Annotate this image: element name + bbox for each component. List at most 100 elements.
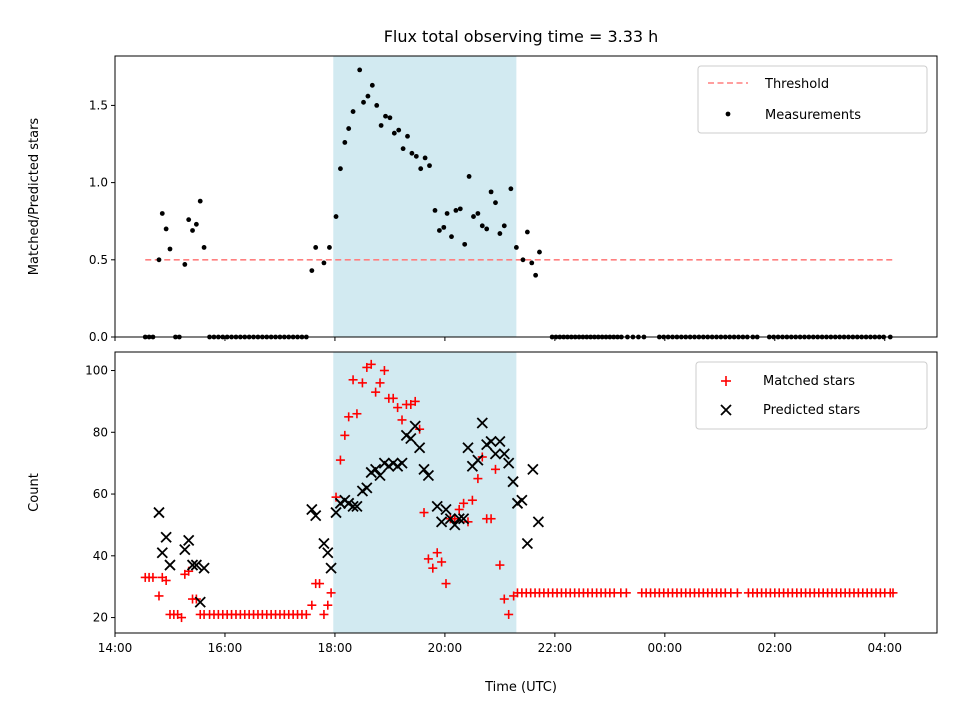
measurement-point xyxy=(350,109,356,114)
predicted-point xyxy=(153,506,165,519)
matched-point xyxy=(335,455,345,465)
measurement-point xyxy=(537,249,542,255)
predicted-point xyxy=(485,435,497,448)
measurement-point xyxy=(497,231,503,236)
top-legend-box xyxy=(697,65,928,134)
measurement-point xyxy=(471,214,476,219)
measurement-point xyxy=(182,262,188,267)
predicted-point xyxy=(498,448,510,460)
bottom-y-axis: 20 40 60 80 100 xyxy=(85,364,115,625)
measurement-point xyxy=(369,82,375,88)
predicted-point xyxy=(374,469,386,482)
x-tick-label: 00:00 xyxy=(648,641,683,655)
measurement-point xyxy=(437,228,442,233)
legend-predicted-swatch xyxy=(720,404,732,416)
matched-point xyxy=(419,508,429,518)
measurement-point xyxy=(400,146,406,152)
measurement-point xyxy=(346,126,352,131)
predicted-point xyxy=(347,500,359,513)
measurement-point xyxy=(365,93,371,99)
measurement-point xyxy=(501,223,507,229)
predicted-stars-series xyxy=(153,417,545,608)
y-tick-label: 40 xyxy=(93,549,108,563)
predicted-point xyxy=(405,432,417,445)
measurement-point xyxy=(338,166,343,172)
y-tick-label: 0.5 xyxy=(89,253,108,267)
bottom-legend-box xyxy=(695,361,928,430)
measurement-point xyxy=(193,221,199,227)
matched-point xyxy=(459,498,469,508)
matched-point xyxy=(154,591,164,601)
measurement-point xyxy=(201,245,207,250)
predicted-point xyxy=(494,435,506,448)
predicted-point xyxy=(453,513,465,525)
matched-point xyxy=(319,609,329,619)
predicted-point xyxy=(457,513,470,525)
matched-point xyxy=(393,403,403,413)
predicted-point xyxy=(330,506,342,519)
predicted-point xyxy=(183,534,195,546)
legend-threshold-label: Threshold xyxy=(764,77,829,92)
matched-point xyxy=(621,588,631,598)
matched-point xyxy=(326,588,336,598)
measurement-point xyxy=(441,224,447,230)
chart-title: Flux total observing time = 3.33 h xyxy=(384,27,659,46)
matched-point xyxy=(467,495,477,505)
predicted-point xyxy=(440,503,452,516)
bottom-legend: Matched stars Predicted stars xyxy=(695,361,928,430)
bottom-y-axis-label: Count xyxy=(27,473,42,512)
matched-point xyxy=(366,359,376,369)
measurement-point xyxy=(357,67,363,73)
matched-point xyxy=(323,600,333,610)
measurement-point xyxy=(422,155,428,161)
measurement-point xyxy=(156,257,162,263)
x-tick-label: 14:00 xyxy=(98,641,133,655)
y-tick-label: 20 xyxy=(93,611,108,625)
legend-measurements-swatch xyxy=(725,111,731,117)
matched-point xyxy=(315,579,325,589)
matched-point xyxy=(379,366,389,376)
matched-point xyxy=(486,514,496,524)
matched-point xyxy=(410,396,420,406)
matched-point xyxy=(437,557,447,567)
matched-point xyxy=(352,409,362,419)
measurement-point xyxy=(449,234,454,240)
measurement-point xyxy=(163,226,169,232)
matched-point xyxy=(301,609,311,619)
predicted-point xyxy=(198,562,210,574)
bottom-x-axis: 14:00 16:00 18:00 20:00 22:00 00:00 02:00 04:00 xyxy=(98,633,902,655)
predicted-point xyxy=(156,547,168,559)
x-axis-label: Time (UTC) xyxy=(484,680,557,695)
matched-point xyxy=(432,548,442,558)
matched-point xyxy=(463,517,473,527)
matched-point xyxy=(340,430,350,440)
y-tick-label: 1.5 xyxy=(89,98,108,112)
y-tick-label: 100 xyxy=(85,364,108,378)
predicted-point xyxy=(409,420,421,432)
matched-point xyxy=(397,415,407,425)
measurement-point xyxy=(475,211,481,216)
predicted-point xyxy=(325,562,337,574)
measurement-point xyxy=(396,127,402,133)
measurement-point xyxy=(387,115,393,121)
legend-measurements-label: Measurements xyxy=(765,108,861,123)
matched-point xyxy=(415,424,425,434)
matched-point xyxy=(375,378,385,388)
predicted-point xyxy=(306,503,318,516)
predicted-point xyxy=(310,510,322,522)
predicted-point xyxy=(422,469,435,482)
matched-point xyxy=(307,600,317,610)
measurement-point xyxy=(457,206,463,212)
predicted-point xyxy=(435,516,448,528)
x-tick-label: 20:00 xyxy=(428,641,463,655)
measurement-point xyxy=(378,123,384,128)
measurement-point xyxy=(520,257,526,263)
measurement-point xyxy=(453,207,459,213)
predicted-point xyxy=(507,476,519,488)
measurement-point xyxy=(313,245,319,250)
predicted-point xyxy=(322,547,334,559)
matched-point xyxy=(371,387,381,397)
x-tick-label: 04:00 xyxy=(867,641,902,655)
matched-point xyxy=(490,464,500,474)
